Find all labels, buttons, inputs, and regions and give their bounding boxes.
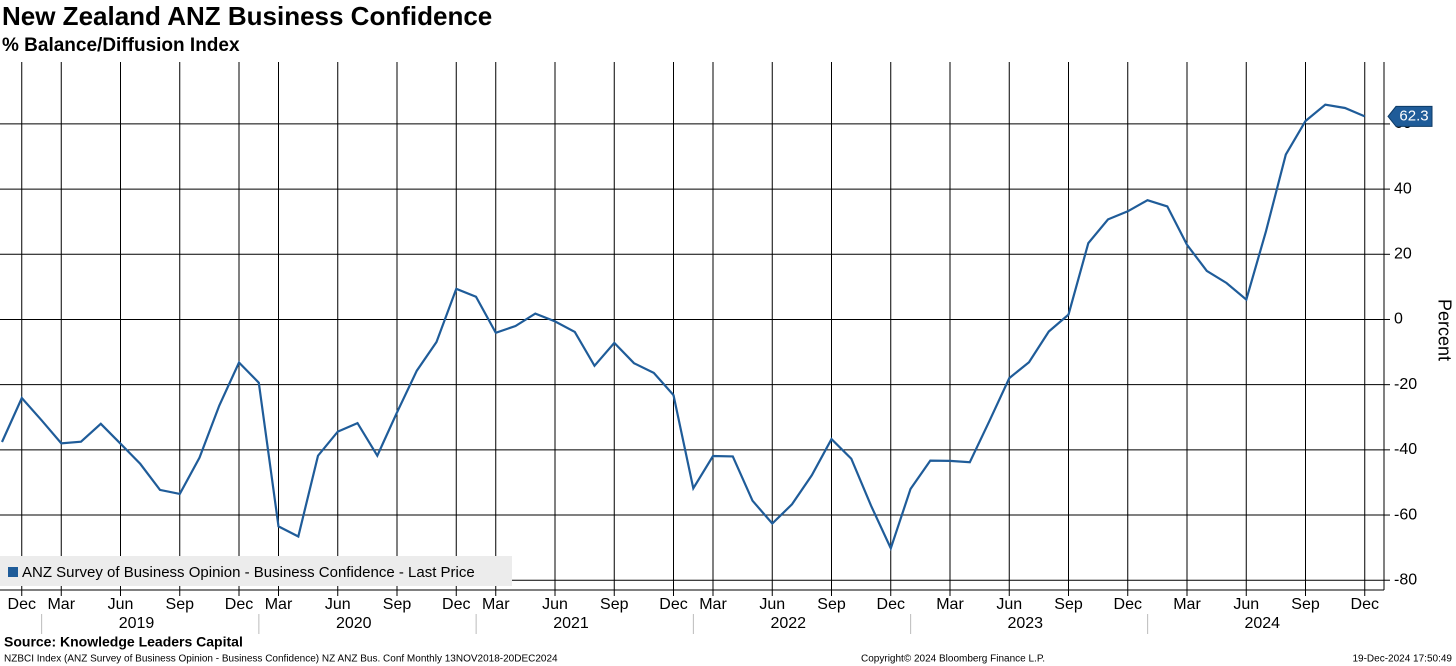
- year-label: 2020: [336, 615, 372, 632]
- y-tick-label: -20: [1394, 376, 1417, 393]
- x-tick-label: Dec: [1114, 596, 1142, 613]
- x-tick-label: Dec: [877, 596, 905, 613]
- footer-center: Copyright© 2024 Bloomberg Finance L.P.: [861, 654, 1045, 665]
- x-tick-label: Sep: [166, 596, 195, 613]
- chart-subtitle: % Balance/Diffusion Index: [2, 35, 240, 56]
- x-tick-label: Dec: [442, 596, 470, 613]
- y-tick-label: 40: [1394, 180, 1412, 197]
- x-tick-label: Mar: [265, 596, 293, 613]
- x-tick-label: Dec: [659, 596, 687, 613]
- x-tick-label: Sep: [1291, 596, 1320, 613]
- x-tick-label: Jun: [542, 596, 568, 613]
- year-label: 2023: [1007, 615, 1043, 632]
- x-tick-label: Dec: [8, 596, 36, 613]
- x-tick-label: Sep: [383, 596, 412, 613]
- y-tick-label: -40: [1394, 441, 1417, 458]
- x-tick-label: Mar: [1173, 596, 1201, 613]
- year-label: 2021: [553, 615, 589, 632]
- source: Source: Knowledge Leaders Capital: [4, 634, 243, 650]
- x-tick-label: Mar: [482, 596, 510, 613]
- x-tick-label: Mar: [699, 596, 727, 613]
- year-label: 2022: [770, 615, 806, 632]
- footer-right: 19-Dec-2024 17:50:49: [1352, 654, 1452, 665]
- legend-bg: [0, 556, 512, 586]
- y-tick-label: 0: [1394, 311, 1403, 328]
- data-line: [0, 103, 1366, 552]
- legend-swatch: [8, 567, 18, 577]
- x-tick-label: Sep: [1054, 596, 1083, 613]
- y-tick-label: -80: [1394, 571, 1417, 588]
- y-tick-label: 20: [1394, 246, 1412, 263]
- footer-left: NZBCI Index (ANZ Survey of Business Opin…: [4, 654, 558, 665]
- x-tick-label: Mar: [936, 596, 964, 613]
- x-tick-label: Sep: [817, 596, 846, 613]
- x-tick-label: Jun: [996, 596, 1022, 613]
- chart-title: New Zealand ANZ Business Confidence: [2, 1, 492, 31]
- x-tick-label: Jun: [1233, 596, 1259, 613]
- x-tick-label: Sep: [600, 596, 629, 613]
- x-tick-label: Dec: [1351, 596, 1379, 613]
- x-tick-label: Jun: [325, 596, 351, 613]
- last-price-label: 62.3: [1399, 107, 1428, 124]
- last-price-box: [1387, 105, 1433, 127]
- y-tick-label: -60: [1394, 506, 1417, 523]
- legend-label: ANZ Survey of Business Opinion - Busines…: [22, 564, 475, 581]
- x-tick-label: Jun: [759, 596, 785, 613]
- x-tick-label: Dec: [225, 596, 253, 613]
- year-label: 2024: [1244, 615, 1280, 632]
- x-tick-label: Jun: [108, 596, 134, 613]
- y-axis-label: Percent: [1434, 299, 1454, 361]
- x-tick-label: Mar: [47, 596, 75, 613]
- year-label: 2019: [119, 615, 155, 632]
